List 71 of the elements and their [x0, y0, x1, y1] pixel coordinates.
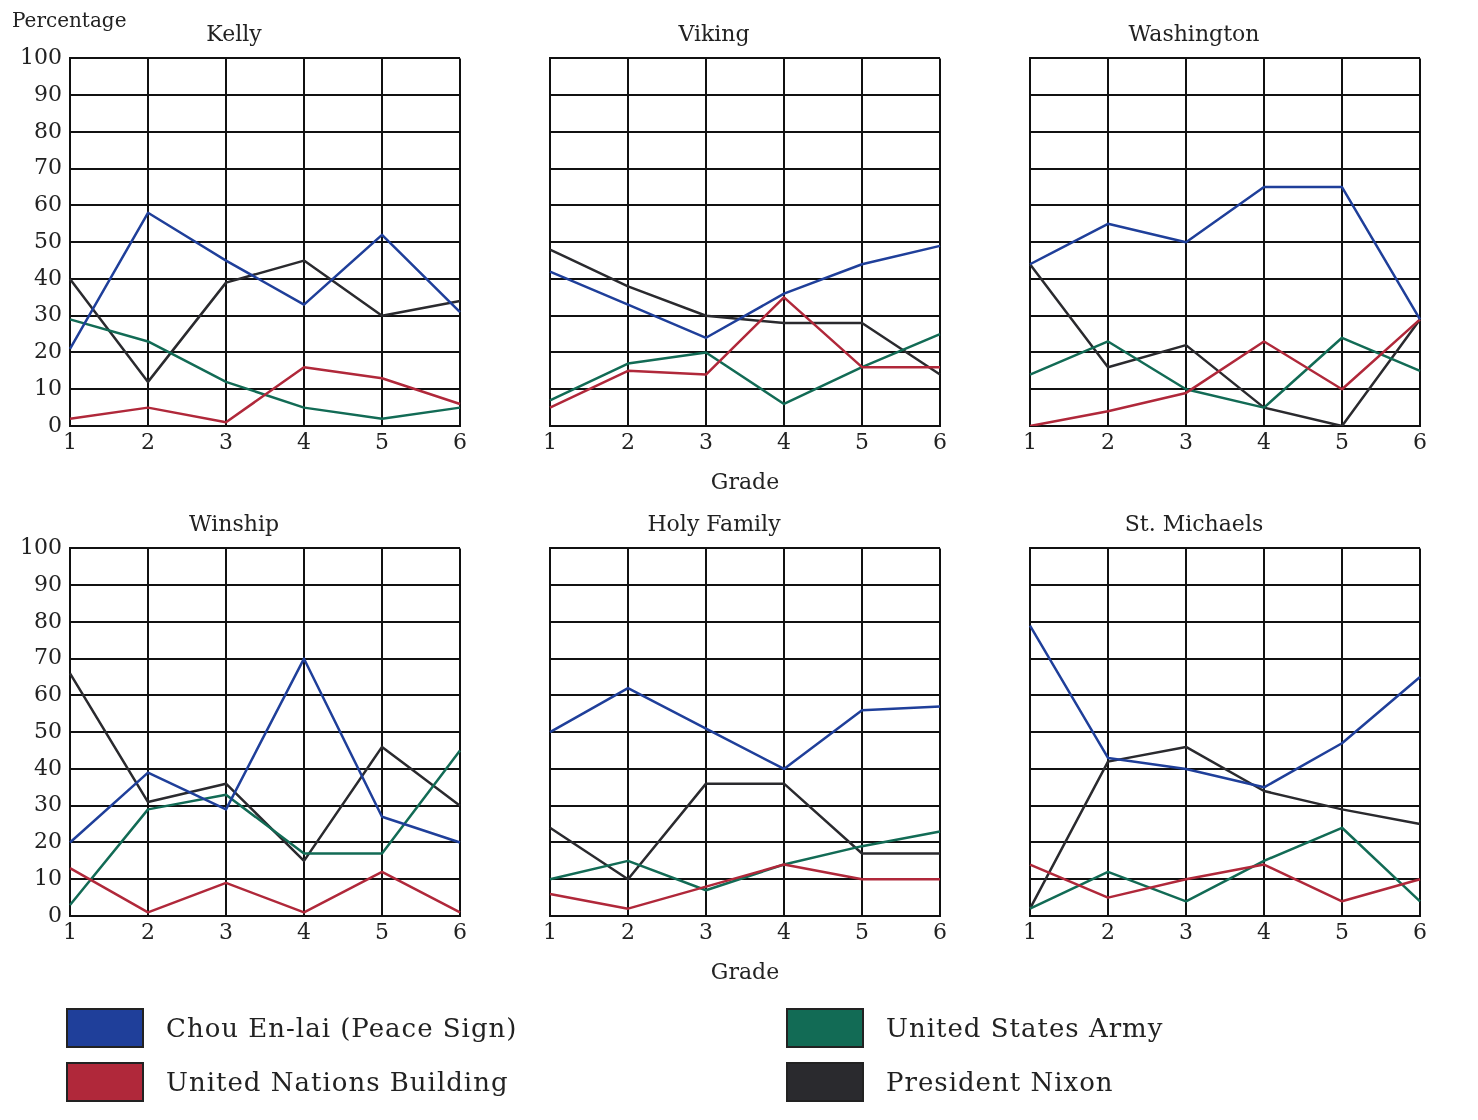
legend-label: President Nixon	[886, 1067, 1114, 1097]
x-tick-label: 2	[621, 918, 635, 944]
x-tick-label: 4	[1257, 428, 1271, 454]
x-tick-label: 6	[453, 428, 467, 454]
x-tick-label: 4	[297, 918, 311, 944]
y-tick-label: 80	[34, 607, 62, 633]
legend-label: United States Army	[886, 1013, 1164, 1043]
y-tick-label: 40	[34, 754, 62, 780]
y-tick-label: 50	[34, 227, 62, 253]
y-tick-label: 10	[34, 864, 62, 890]
chart-title: Holy Family	[647, 510, 782, 536]
x-tick-label: 3	[1179, 428, 1193, 454]
y-tick-label: 90	[34, 80, 62, 106]
x-tick-label: 6	[453, 918, 467, 944]
x-tick-label: 5	[1335, 428, 1349, 454]
y-tick-label: 0	[48, 901, 62, 927]
y-tick-label: 100	[20, 44, 62, 70]
legend-label: United Nations Building	[166, 1067, 509, 1097]
y-tick-label: 0	[48, 411, 62, 437]
x-tick-label: 1	[63, 428, 77, 454]
x-tick-label: 5	[1335, 918, 1349, 944]
y-tick-label: 70	[34, 644, 62, 670]
y-tick-label: 70	[34, 154, 62, 180]
x-tick-label: 6	[933, 428, 947, 454]
x-tick-label: 3	[699, 428, 713, 454]
x-tick-label: 4	[1257, 918, 1271, 944]
x-tick-label: 2	[1101, 918, 1115, 944]
x-tick-label: 6	[1413, 428, 1427, 454]
y-tick-label: 90	[34, 570, 62, 596]
chart-title: Winship	[188, 510, 280, 536]
y-axis-title: Percentage	[12, 8, 127, 33]
chart-title: St. Michaels	[1124, 510, 1264, 536]
x-axis-title: Grade	[710, 468, 780, 494]
legend-label: Chou En-lai (Peace Sign)	[166, 1013, 518, 1043]
x-tick-label: 5	[375, 918, 389, 944]
x-tick-label: 5	[375, 428, 389, 454]
x-tick-label: 2	[141, 918, 155, 944]
x-tick-label: 1	[1023, 428, 1037, 454]
x-tick-label: 4	[297, 428, 311, 454]
x-tick-label: 4	[777, 428, 791, 454]
x-axis-title: Grade	[710, 958, 780, 984]
x-tick-label: 2	[621, 428, 635, 454]
x-tick-label: 3	[1179, 918, 1193, 944]
x-tick-label: 3	[219, 428, 233, 454]
x-tick-label: 3	[219, 918, 233, 944]
y-tick-label: 100	[20, 534, 62, 560]
x-tick-label: 1	[543, 918, 557, 944]
x-tick-label: 2	[1101, 428, 1115, 454]
chart-title: Viking	[677, 20, 750, 46]
y-tick-label: 20	[34, 338, 62, 364]
y-tick-label: 20	[34, 828, 62, 854]
y-tick-label: 50	[34, 717, 62, 743]
y-tick-label: 60	[34, 681, 62, 707]
x-tick-label: 6	[933, 918, 947, 944]
x-tick-label: 2	[141, 428, 155, 454]
x-tick-label: 5	[855, 918, 869, 944]
y-tick-label: 80	[34, 117, 62, 143]
x-tick-label: 4	[777, 918, 791, 944]
y-tick-label: 40	[34, 264, 62, 290]
y-tick-label: 30	[34, 301, 62, 327]
chart-title: Washington	[1128, 20, 1260, 46]
x-tick-label: 1	[543, 428, 557, 454]
x-tick-label: 1	[63, 918, 77, 944]
y-tick-label: 30	[34, 791, 62, 817]
chart-title: Kelly	[206, 20, 263, 46]
y-tick-label: 60	[34, 191, 62, 217]
y-tick-label: 10	[34, 374, 62, 400]
x-tick-label: 1	[1023, 918, 1037, 944]
x-tick-label: 5	[855, 428, 869, 454]
x-tick-label: 6	[1413, 918, 1427, 944]
x-tick-label: 3	[699, 918, 713, 944]
